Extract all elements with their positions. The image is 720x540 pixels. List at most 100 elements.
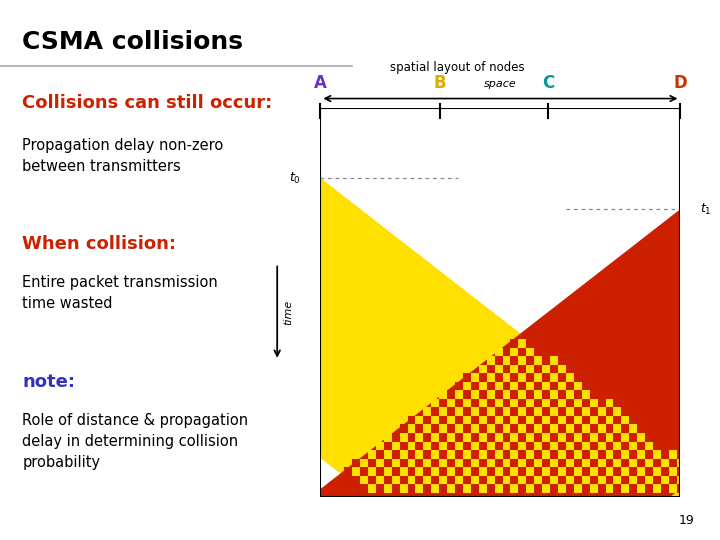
Bar <box>629 484 637 493</box>
Bar <box>447 399 455 407</box>
Bar <box>574 484 582 493</box>
Bar <box>613 467 621 476</box>
Bar <box>566 416 574 424</box>
Bar <box>415 450 423 458</box>
Bar <box>463 467 471 476</box>
Bar <box>518 382 526 390</box>
Bar <box>574 442 582 450</box>
Bar <box>360 467 368 476</box>
Bar <box>510 373 518 382</box>
Bar <box>558 467 566 476</box>
Bar <box>376 458 384 467</box>
Bar <box>598 484 606 493</box>
Bar <box>526 382 534 390</box>
Bar <box>376 450 384 458</box>
Text: Role of distance & propagation
delay in determining collision
probability: Role of distance & propagation delay in … <box>22 413 248 470</box>
Bar <box>392 458 400 467</box>
Bar <box>471 476 479 484</box>
Bar <box>455 407 463 416</box>
Bar <box>582 450 590 458</box>
Bar <box>669 484 677 493</box>
Bar <box>613 407 621 416</box>
Bar <box>637 458 645 467</box>
Text: time: time <box>283 300 293 325</box>
Bar <box>463 450 471 458</box>
Bar <box>368 458 376 467</box>
Bar <box>510 476 518 484</box>
Bar <box>574 399 582 407</box>
Bar <box>423 407 431 416</box>
Bar <box>479 373 487 382</box>
Bar <box>447 407 455 416</box>
Bar <box>613 424 621 433</box>
Bar <box>415 484 423 493</box>
Bar <box>503 390 510 399</box>
Bar <box>550 476 558 484</box>
Bar <box>455 484 463 493</box>
Bar <box>518 339 526 348</box>
Text: CSMA collisions: CSMA collisions <box>22 30 243 53</box>
Bar <box>479 424 487 433</box>
Bar <box>590 450 598 458</box>
Bar <box>487 467 495 476</box>
Bar <box>510 390 518 399</box>
Text: Propagation delay non-zero
between transmitters: Propagation delay non-zero between trans… <box>22 138 224 174</box>
Bar <box>455 424 463 433</box>
Bar <box>637 424 645 433</box>
Bar <box>455 390 463 399</box>
Bar <box>645 476 653 484</box>
Bar <box>629 467 637 476</box>
Bar <box>637 476 645 484</box>
Bar <box>566 458 574 467</box>
Bar <box>566 450 574 458</box>
Bar <box>447 390 455 399</box>
Bar <box>495 433 503 442</box>
Bar <box>408 467 415 476</box>
Bar <box>415 416 423 424</box>
Bar <box>574 467 582 476</box>
Bar <box>558 424 566 433</box>
Text: Entire packet transmission
time wasted: Entire packet transmission time wasted <box>22 275 218 312</box>
Bar <box>455 433 463 442</box>
Bar <box>503 399 510 407</box>
Bar <box>558 364 566 373</box>
Bar <box>471 424 479 433</box>
Bar <box>637 442 645 450</box>
Bar <box>582 390 590 399</box>
Bar <box>455 416 463 424</box>
Bar <box>621 467 629 476</box>
Bar <box>495 364 503 373</box>
Text: $t_1$: $t_1$ <box>700 201 711 217</box>
Bar <box>558 407 566 416</box>
Bar <box>447 433 455 442</box>
Bar <box>503 348 510 356</box>
Bar <box>503 433 510 442</box>
Bar <box>439 442 447 450</box>
Bar <box>503 373 510 382</box>
Bar <box>471 450 479 458</box>
Bar <box>526 373 534 382</box>
Bar <box>400 450 408 458</box>
Bar <box>439 399 447 407</box>
Bar <box>574 382 582 390</box>
Bar <box>431 407 439 416</box>
Bar <box>645 442 653 450</box>
Polygon shape <box>320 209 680 497</box>
Bar <box>613 484 621 493</box>
Bar <box>479 450 487 458</box>
Bar <box>510 450 518 458</box>
Bar <box>495 416 503 424</box>
Bar <box>534 433 542 442</box>
Bar <box>471 407 479 416</box>
Bar <box>479 390 487 399</box>
Bar <box>384 442 392 450</box>
Bar <box>510 364 518 373</box>
Bar <box>423 424 431 433</box>
Bar <box>376 467 384 476</box>
Bar <box>392 450 400 458</box>
Bar <box>574 407 582 416</box>
Bar <box>645 433 653 442</box>
Bar <box>471 390 479 399</box>
Bar <box>495 476 503 484</box>
Bar <box>487 399 495 407</box>
